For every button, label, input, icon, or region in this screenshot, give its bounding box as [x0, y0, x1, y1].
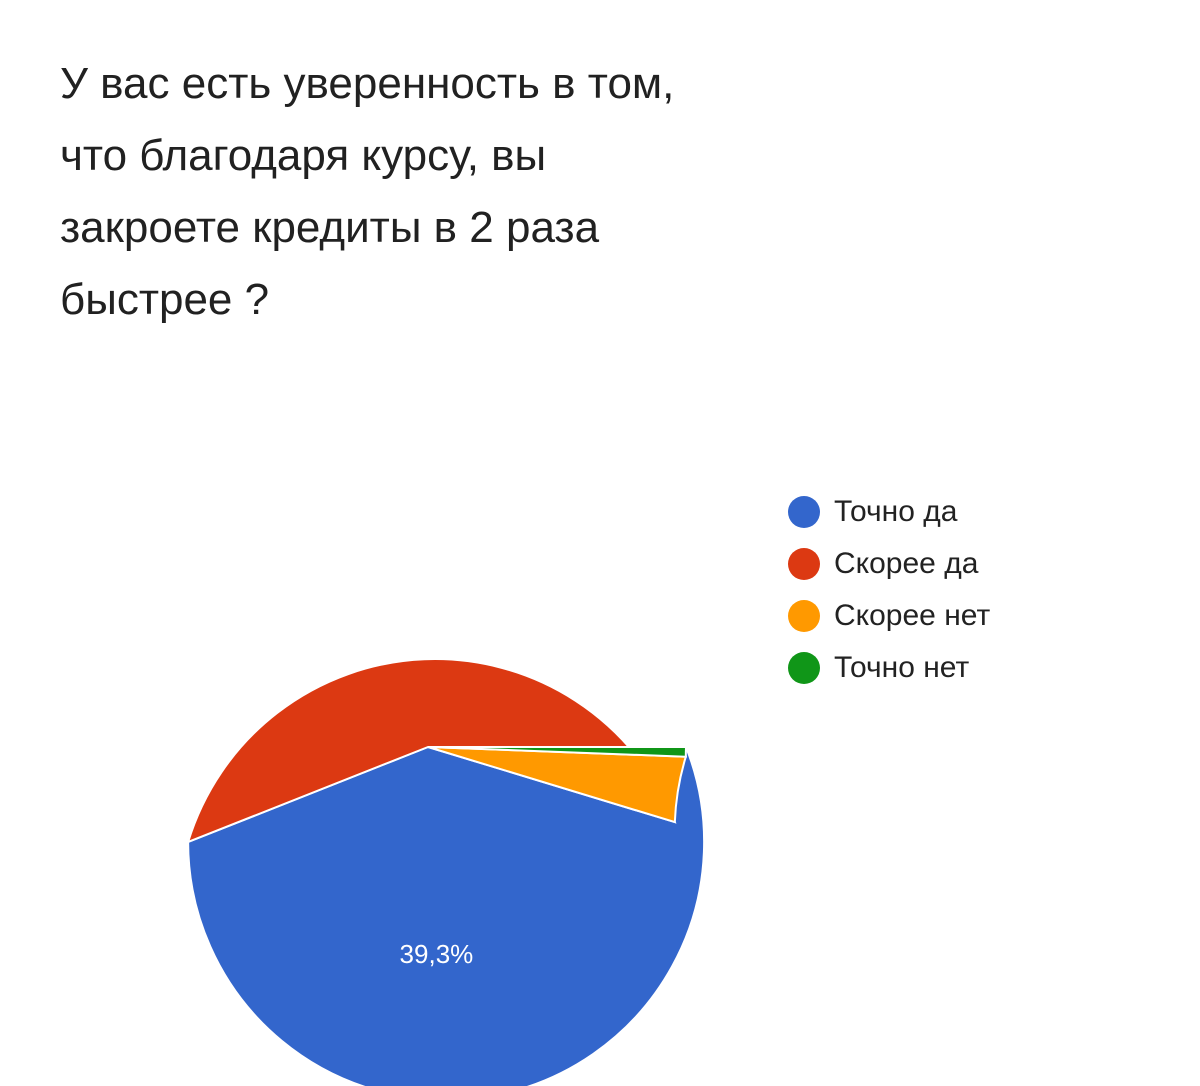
- legend-swatch: [788, 496, 820, 528]
- legend-label: Скорее да: [834, 547, 979, 580]
- slice-data-label: 56%: [363, 530, 415, 560]
- chart-legend: Точно да Скорее да Скорее нет Точно нет: [788, 486, 990, 694]
- question-line: что благодаря курсу, вы: [60, 131, 547, 180]
- slice-data-label: 39,3%: [400, 939, 474, 969]
- legend-item-tochno-net[interactable]: Точно нет: [788, 642, 990, 694]
- legend-item-skoree-da[interactable]: Скорее да: [788, 538, 990, 590]
- legend-item-skoree-net[interactable]: Скорее нет: [788, 590, 990, 642]
- pie-slice[interactable]: [427, 746, 688, 758]
- legend-swatch: [788, 548, 820, 580]
- pie-slice[interactable]: [187, 746, 706, 1086]
- legend-label: Точно да: [834, 495, 958, 528]
- question-title: У вас есть уверенность в том, что благод…: [60, 48, 780, 336]
- question-line: закроете кредиты в 2 раза: [60, 203, 600, 252]
- legend-item-tochno-da[interactable]: Точно да: [788, 486, 990, 538]
- question-line: У вас есть уверенность в том,: [60, 59, 675, 108]
- legend-label: Скорее нет: [834, 599, 991, 632]
- legend-label: Точно нет: [834, 651, 970, 684]
- legend-swatch: [788, 600, 820, 632]
- question-line: быстрее ?: [60, 275, 270, 324]
- legend-swatch: [788, 652, 820, 684]
